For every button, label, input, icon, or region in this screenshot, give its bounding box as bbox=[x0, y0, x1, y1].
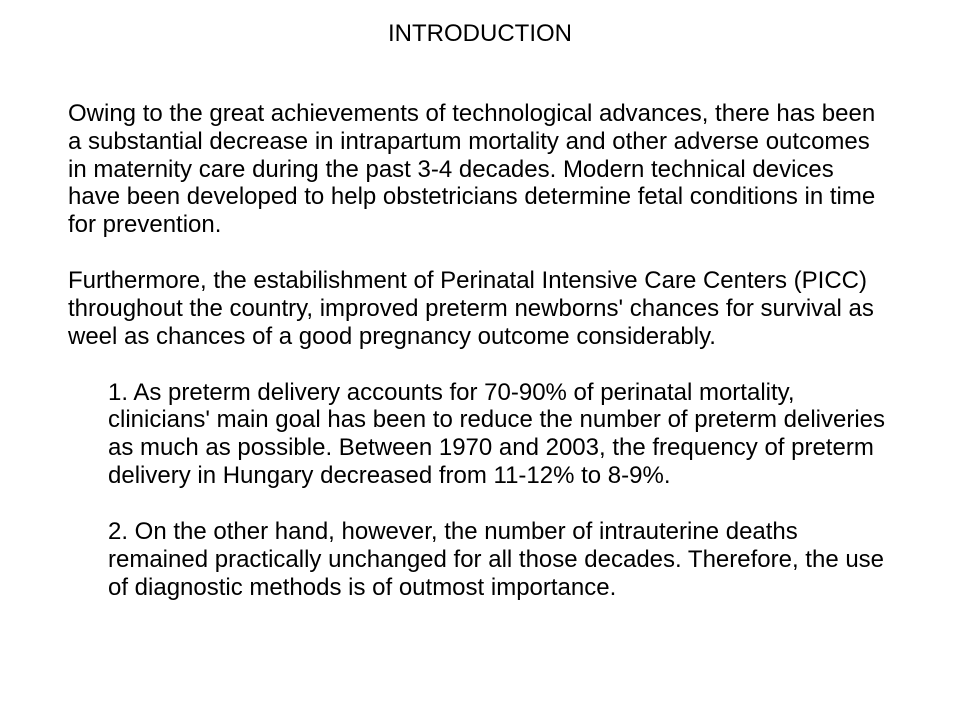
intro-paragraph-1: Owing to the great achievements of techn… bbox=[68, 100, 892, 239]
numbered-item-2: 2. On the other hand, however, the numbe… bbox=[108, 518, 892, 601]
document-page: INTRODUCTION Owing to the great achievem… bbox=[0, 0, 960, 726]
intro-paragraph-2: Furthermore, the estabilishment of Perin… bbox=[68, 267, 892, 350]
numbered-item-1: 1. As preterm delivery accounts for 70-9… bbox=[108, 379, 892, 490]
page-title: INTRODUCTION bbox=[68, 20, 892, 48]
numbered-list: 1. As preterm delivery accounts for 70-9… bbox=[68, 379, 892, 602]
